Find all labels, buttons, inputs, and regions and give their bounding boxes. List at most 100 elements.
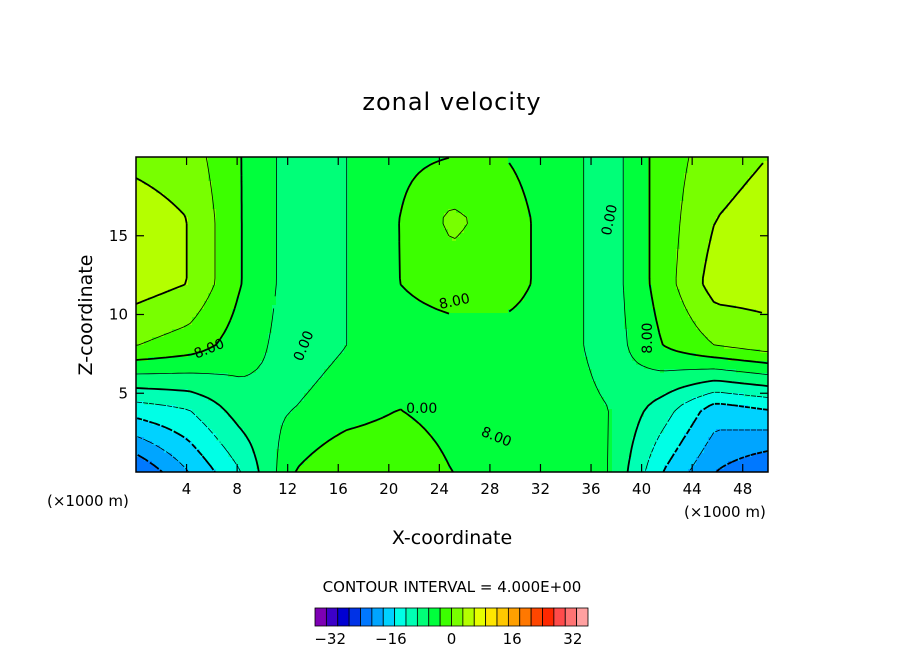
contour-cell (244, 261, 249, 266)
contour-cell (672, 273, 677, 278)
contour-cell (412, 237, 417, 242)
contour-cell (228, 241, 233, 246)
contour-cell (492, 173, 497, 178)
contour-cell (548, 181, 553, 186)
contour-cell (608, 253, 613, 258)
contour-cell (684, 177, 689, 182)
contour-cell (488, 245, 493, 250)
contour-cell (300, 265, 305, 270)
contour-cell (752, 173, 757, 178)
contour-cell (464, 281, 469, 286)
contour-cell (524, 249, 529, 254)
contour-cell (372, 217, 377, 222)
contour-cell (516, 193, 521, 198)
contour-cell (300, 257, 305, 262)
contour-cell (464, 229, 469, 234)
contour-cell (168, 257, 173, 262)
contour-cell (760, 205, 765, 210)
contour-cell (228, 161, 233, 166)
contour-cell (140, 257, 145, 262)
contour-cell (692, 161, 697, 166)
contour-cell (232, 173, 237, 178)
contour-cell (136, 241, 141, 246)
contour-cell (604, 241, 609, 246)
contour-cell (208, 253, 213, 258)
contour-cell (404, 221, 409, 226)
contour-cell (384, 233, 389, 238)
contour-cell (292, 177, 297, 182)
contour-cell (456, 225, 461, 230)
contour-cell (520, 169, 525, 174)
contour-cell (552, 217, 557, 222)
contour-cell (320, 157, 325, 162)
contour-cell (352, 177, 357, 182)
contour-cell (304, 205, 309, 210)
contour-cell (348, 229, 353, 234)
contour-cell (224, 169, 229, 174)
contour-cell (520, 177, 525, 182)
contour-cell (412, 265, 417, 270)
contour-cell (300, 197, 305, 202)
contour-cell (140, 245, 145, 250)
contour-cell (408, 217, 413, 222)
contour-cell (368, 209, 373, 214)
contour-cell (348, 205, 353, 210)
contour-cell (340, 225, 345, 230)
contour-cell (680, 189, 685, 194)
contour-cell (496, 193, 501, 198)
contour-cell (520, 273, 525, 278)
contour-cell (708, 273, 713, 278)
contour-cell (612, 161, 617, 166)
contour-cell (336, 189, 341, 194)
contour-cell (272, 165, 277, 170)
contour-cell (152, 245, 157, 250)
contour-cell (576, 205, 581, 210)
contour-cell (720, 197, 725, 202)
contour-cell (328, 165, 333, 170)
contour-cell (748, 249, 753, 254)
contour-cell (204, 257, 209, 262)
contour-cell (576, 177, 581, 182)
contour-cell (476, 245, 481, 250)
contour-cell (444, 189, 449, 194)
contour-cell (284, 253, 289, 258)
contour-cell (344, 173, 349, 178)
contour-cell (344, 229, 349, 234)
contour-cell (400, 197, 405, 202)
contour-cell (592, 209, 597, 214)
contour-cell (644, 193, 649, 198)
contour-cell (312, 241, 317, 246)
contour-cell (168, 197, 173, 202)
contour-cell (756, 245, 761, 250)
contour-cell (376, 213, 381, 218)
contour-cell (172, 241, 177, 246)
contour-cell (368, 257, 373, 262)
contour-cell (764, 237, 769, 242)
contour-cell (472, 233, 477, 238)
contour-cell (520, 241, 525, 246)
contour-cell (592, 177, 597, 182)
contour-cell (364, 157, 369, 162)
contour-cell (716, 241, 721, 246)
contour-cell (688, 213, 693, 218)
contour-cell (180, 245, 185, 250)
contour-cell (372, 277, 377, 282)
contour-cell (432, 201, 437, 206)
contour-cell (520, 205, 525, 210)
contour-cell (704, 209, 709, 214)
contour-cell (660, 257, 665, 262)
contour-cell (720, 225, 725, 230)
contour-cell (472, 217, 477, 222)
contour-cell (356, 201, 361, 206)
contour-cell (164, 265, 169, 270)
contour-cell (588, 221, 593, 226)
contour-cell (436, 269, 441, 274)
contour-cell (232, 177, 237, 182)
contour-cell (660, 181, 665, 186)
contour-cell (276, 237, 281, 242)
contour-cell (348, 169, 353, 174)
contour-cell (244, 205, 249, 210)
contour-cell (476, 241, 481, 246)
contour-cell (420, 189, 425, 194)
contour-cell (624, 173, 629, 178)
